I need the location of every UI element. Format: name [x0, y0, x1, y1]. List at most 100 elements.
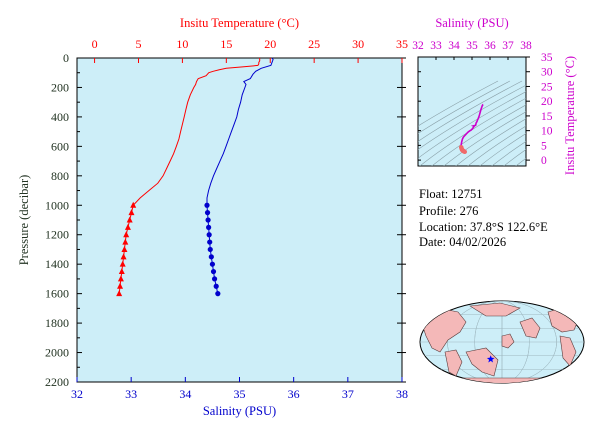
temperature-tick-label: 0 — [92, 37, 98, 51]
inset-temperature-axis-label: Insitu Temperature (°C) — [563, 56, 577, 175]
pressure-tick-label: 400 — [51, 110, 69, 124]
location-value: 37.8°S 122.6°E — [470, 220, 548, 234]
pressure-tick-label: 1000 — [45, 198, 69, 212]
salinity-point — [210, 268, 217, 275]
salinity-tick-label: 33 — [125, 387, 137, 401]
density-contour — [467, 125, 526, 166]
main-profile-chart: 0200400600800100012001400160018002000220… — [17, 16, 408, 418]
pressure-tick-label: 1400 — [45, 257, 69, 271]
map-landmass — [501, 333, 515, 349]
density-contour — [418, 91, 526, 159]
temperature-point — [121, 245, 128, 252]
temperature-point — [120, 253, 127, 260]
salinity-point — [204, 202, 210, 208]
salinity-point — [208, 254, 214, 260]
density-contour — [418, 80, 499, 127]
temperature-tick-label: 15 — [220, 37, 232, 51]
salinity-point — [213, 283, 219, 289]
profile-line: Profile: 276 — [419, 204, 478, 219]
temperature-axis-label: Insitu Temperature (°C) — [180, 16, 299, 30]
location-label: Location: — [419, 220, 467, 234]
map-landmass — [559, 335, 577, 367]
temperature-tick-label: 35 — [396, 37, 408, 51]
pressure-tick-label: 1600 — [45, 287, 69, 301]
inset-temperature-tick-label: 30 — [541, 67, 553, 79]
float-line: Float: 12751 — [419, 187, 483, 202]
map-land-group — [420, 301, 584, 383]
ts-diagram-inset: 32 33 34 35 36 37 38 Salinity (PSU) 0 5 10 15 20 25 30… — [412, 16, 577, 175]
map-meridian — [474, 301, 530, 383]
inset-temperature-tick-label: 5 — [541, 140, 547, 152]
date-line: Date: 04/02/2026 — [419, 235, 506, 250]
salinity-point — [209, 261, 216, 267]
salinity-point — [215, 291, 221, 297]
pressure-tick-label: 200 — [51, 80, 69, 94]
temperature-tick-label: 25 — [308, 37, 320, 51]
salinity-point — [207, 239, 213, 245]
map-landmass — [469, 302, 521, 317]
salinity-point — [204, 210, 211, 216]
salinity-tick-label: 38 — [396, 387, 408, 401]
inset-salinity-tick-label: 33 — [430, 40, 442, 52]
temperature-point — [122, 238, 129, 245]
salinity-tick-label: 36 — [288, 387, 300, 401]
density-contour — [443, 111, 526, 166]
temperature-point — [118, 268, 125, 275]
salinity-axis-label: Salinity (PSU) — [203, 404, 276, 418]
date-label: Date: — [419, 235, 447, 249]
temperature-tick-label: 5 — [135, 37, 141, 51]
temperature-tick-label: 30 — [352, 37, 364, 51]
inset-plot-area — [417, 56, 527, 167]
pressure-tick-label: 0 — [63, 51, 69, 65]
inset-temperature-tick-label: 0 — [541, 155, 547, 167]
inset-temperature-tick-label: 10 — [541, 126, 553, 138]
temperature-point — [126, 216, 133, 223]
float-value: 12751 — [451, 187, 483, 201]
profile-value: 276 — [459, 204, 479, 218]
salinity-tick-label: 34 — [179, 387, 191, 401]
temperature-tick-label: 20 — [264, 37, 276, 51]
inset-salinity-tick-label: 37 — [502, 40, 514, 52]
world-map — [419, 300, 585, 384]
salinity-tick-label: 37 — [342, 387, 354, 401]
inset-temperature-tick-label: 15 — [541, 111, 553, 123]
pressure-tick-label: 2200 — [45, 375, 69, 389]
density-contour — [455, 118, 526, 166]
temperature-point — [123, 231, 130, 238]
salinity-point — [211, 276, 218, 282]
map-landmass — [444, 349, 463, 377]
star-icon — [486, 355, 495, 363]
pressure-tick-label: 1800 — [45, 316, 69, 330]
salinity-tick-label: 35 — [234, 387, 246, 401]
density-contour — [418, 80, 511, 134]
map-landmass — [465, 347, 499, 377]
temperature-point — [119, 260, 126, 267]
float-label: Float: — [419, 187, 449, 201]
pressure-tick-label: 2000 — [45, 346, 69, 360]
density-contour — [418, 80, 523, 142]
inset-salinity-axis-label: Salinity (PSU) — [435, 16, 508, 30]
salinity-point — [206, 232, 212, 238]
pressure-tick-label: 600 — [51, 139, 69, 153]
inset-salinity-tick-label: 35 — [466, 40, 478, 52]
map-landmass — [519, 317, 541, 339]
salinity-point — [207, 246, 213, 253]
temperature-point — [128, 209, 135, 216]
pressure-axis-label: Pressure (decibar) — [17, 175, 31, 266]
temperature-tick-label: 10 — [176, 37, 188, 51]
inset-salinity-tick-label: 36 — [484, 40, 496, 52]
ts-deep-point — [462, 149, 467, 155]
salinity-point — [206, 224, 212, 230]
location-line: Location: 37.8°S 122.6°E — [419, 220, 548, 235]
salinity-point — [205, 217, 211, 223]
inset-salinity-tick-label: 34 — [448, 40, 460, 52]
temperature-point — [117, 275, 124, 282]
temperature-point — [117, 282, 124, 289]
inset-temperature-tick-label: 20 — [541, 96, 553, 108]
temperature-point — [130, 201, 137, 208]
temperature-point — [124, 223, 131, 230]
inset-salinity-tick-label: 38 — [520, 40, 532, 52]
inset-salinity-tick-label: 32 — [412, 40, 424, 52]
map-meridian — [447, 301, 557, 383]
